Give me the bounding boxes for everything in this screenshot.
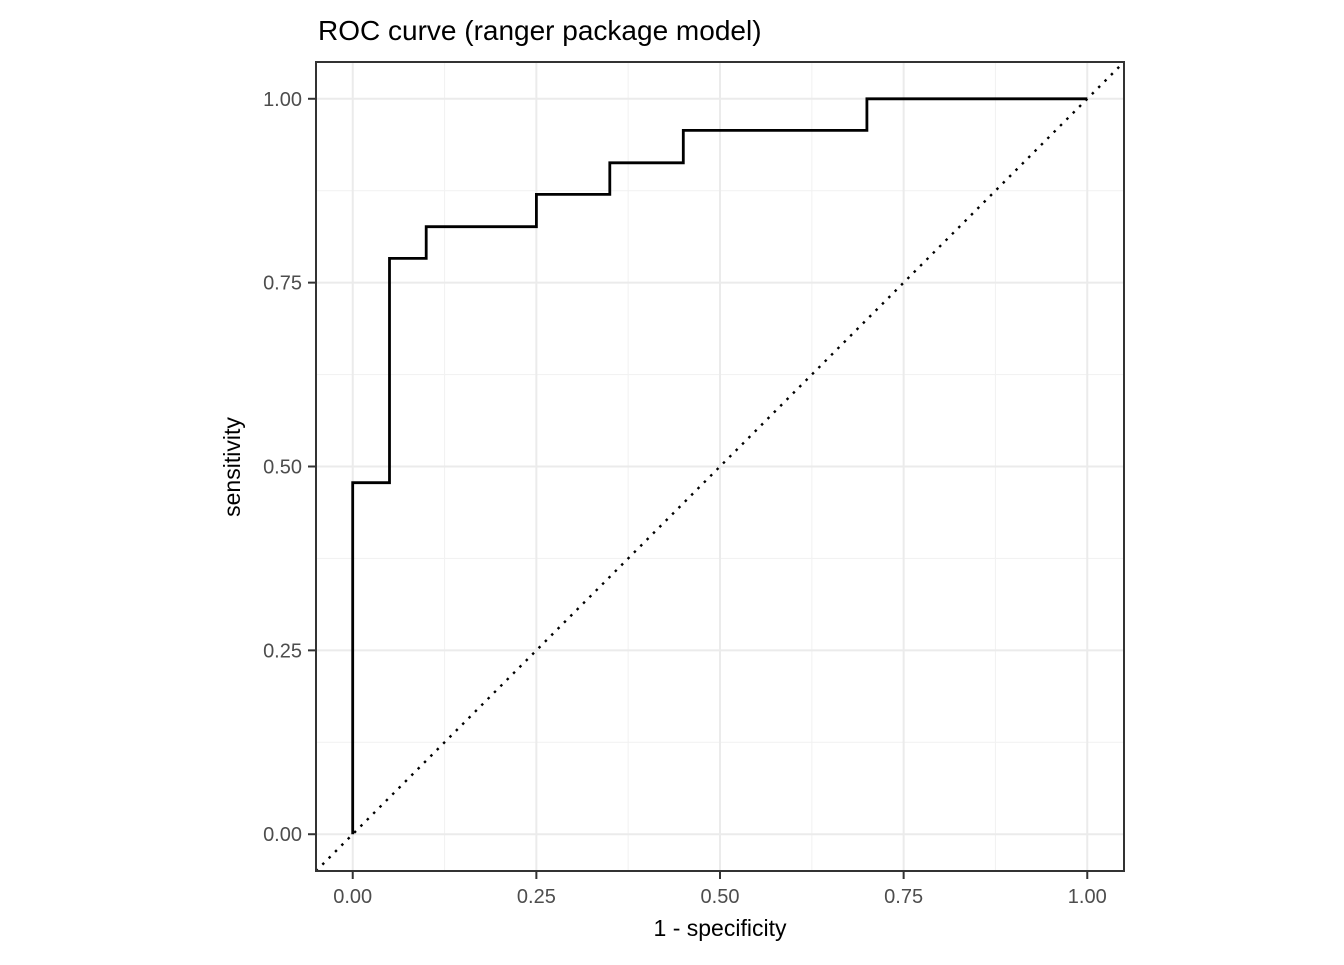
x-tick-label: 0.00 (333, 886, 372, 908)
y-tick-label: 1.00 (263, 89, 302, 111)
grid-major (316, 62, 1124, 871)
y-axis-title: sensitivity (219, 417, 245, 517)
y-tick-label: 0.00 (263, 824, 302, 846)
y-tick-label: 0.50 (263, 457, 302, 479)
chance-diagonal-path (315, 61, 1125, 872)
plot-title: ROC curve (ranger package model) (318, 15, 762, 46)
x-axis-title: 1 - specificity (654, 915, 787, 941)
roc-curve-path (351, 97, 1088, 835)
x-tick-label: 0.75 (884, 886, 923, 908)
series-layer (315, 61, 1125, 872)
y-tick-label: 0.75 (263, 273, 302, 295)
y-tick-label: 0.25 (263, 640, 302, 662)
x-tick-label: 0.25 (517, 886, 556, 908)
axis-tick-labels: 0.00 0.25 0.50 0.75 1.00 0.00 0.25 0.50 0.75 1.00 (263, 89, 1107, 908)
x-tick-label: 0.50 (701, 886, 740, 908)
x-tick-label: 1.00 (1068, 886, 1107, 908)
axis-ticks (308, 97, 1089, 879)
